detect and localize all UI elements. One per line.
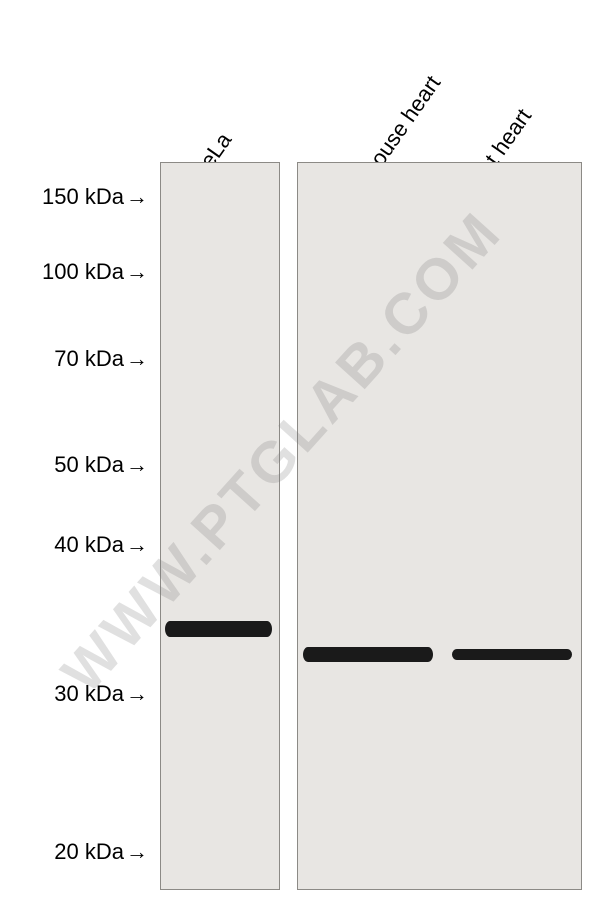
blot-strip-1 (160, 162, 280, 890)
arrow-icon: → (126, 532, 148, 558)
mw-marker-40: 40 kDa→ (0, 532, 150, 558)
mw-marker-label: 150 kDa (42, 184, 124, 209)
mw-marker-150: 150 kDa→ (0, 184, 150, 210)
blot-figure: HeLa mouse heart rat heart 150 kDa→ 100 … (0, 0, 600, 903)
arrow-icon: → (126, 452, 148, 478)
mw-marker-label: 20 kDa (54, 839, 124, 864)
mw-marker-label: 70 kDa (54, 346, 124, 371)
arrow-icon: → (126, 346, 148, 372)
arrow-icon: → (126, 839, 148, 865)
band-hela (165, 621, 272, 637)
band-mouse-heart (303, 647, 433, 662)
mw-marker-label: 40 kDa (54, 532, 124, 557)
mw-marker-label: 30 kDa (54, 681, 124, 706)
mw-marker-20: 20 kDa→ (0, 839, 150, 865)
mw-marker-label: 100 kDa (42, 259, 124, 284)
mw-marker-100: 100 kDa→ (0, 259, 150, 285)
band-rat-heart (452, 649, 572, 660)
mw-marker-50: 50 kDa→ (0, 452, 150, 478)
mw-marker-label: 50 kDa (54, 452, 124, 477)
blot-strip-2 (297, 162, 582, 890)
arrow-icon: → (126, 681, 148, 707)
mw-marker-30: 30 kDa→ (0, 681, 150, 707)
mw-marker-70: 70 kDa→ (0, 346, 150, 372)
arrow-icon: → (126, 184, 148, 210)
arrow-icon: → (126, 259, 148, 285)
